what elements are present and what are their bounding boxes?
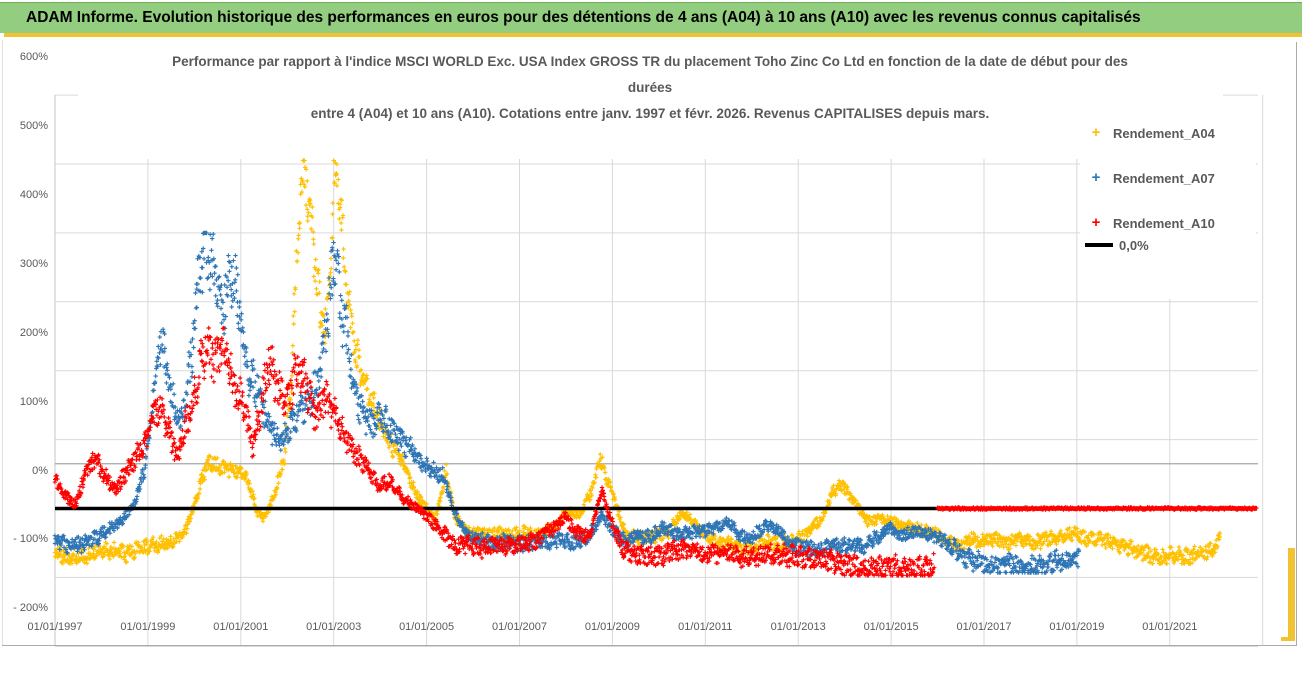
x-tick-label: 01/01/2017 <box>956 621 1012 633</box>
plus-marker-icon: + <box>1091 124 1101 141</box>
x-tick-label: 01/01/2005 <box>399 621 455 633</box>
legend-label: Rendement_A10 <box>1113 215 1215 231</box>
header-banner: ADAM Informe. Evolution historique des p… <box>0 2 1302 33</box>
zero-line-icon <box>1085 243 1113 247</box>
chart-title-line1: Performance par rapport à l'indice MSCI … <box>172 54 1128 69</box>
gold-underline-bar <box>4 33 1302 37</box>
x-tick-label: 01/01/2011 <box>678 621 733 633</box>
y-tick-label: 400% <box>19 188 48 201</box>
x-tick-label: 01/01/1999 <box>120 621 176 633</box>
legend-item-a04[interactable]: + Rendement_A04 <box>1085 124 1215 142</box>
chart-title-line2: durées <box>627 80 673 95</box>
chart-title: Performance par rapport à l'indice MSCI … <box>80 49 1220 127</box>
chart-right-border <box>1296 42 1297 645</box>
x-tick-label: 01/01/2021 <box>1142 621 1198 633</box>
x-tick-label: 01/01/2019 <box>1049 621 1105 633</box>
legend-label: Rendement_A04 <box>1113 125 1215 141</box>
x-tick-label: 01/01/2001 <box>213 621 269 633</box>
x-tick-label: 01/01/2007 <box>491 621 548 633</box>
x-tick-label: 01/01/2009 <box>584 621 640 633</box>
plus-marker-icon: + <box>1091 214 1101 231</box>
x-tick-label: 01/01/2003 <box>306 621 362 633</box>
legend-item-a10[interactable]: + Rendement_A10 <box>1085 214 1215 232</box>
y-tick-label: 500% <box>19 120 48 132</box>
y-tick-label: - 200% <box>13 602 48 615</box>
chart-bottom-border <box>2 645 1297 646</box>
x-tick-label: 01/01/2013 <box>770 621 826 633</box>
gold-corner-foot <box>1281 637 1295 641</box>
y-tick-label: 100% <box>19 395 48 408</box>
header-title: ADAM Informe. Evolution historique des p… <box>26 9 1141 26</box>
legend-item-zero[interactable]: 0,0% <box>1085 236 1149 254</box>
gold-corner-bar <box>1288 548 1295 641</box>
chart-title-line3: entre 4 (A04) et 10 ans (A10). Cotations… <box>310 106 990 121</box>
chart-left-border <box>2 40 3 645</box>
plus-marker-icon: + <box>1091 169 1101 186</box>
legend-item-a07[interactable]: + Rendement_A07 <box>1085 169 1215 187</box>
chart-area <box>0 37 1302 647</box>
y-tick-label: 200% <box>19 326 48 339</box>
y-tick-label: 600% <box>19 51 48 64</box>
y-tick-label: - 100% <box>13 533 48 546</box>
legend-label: Rendement_A07 <box>1113 170 1215 186</box>
y-tick-label: 0% <box>32 464 48 477</box>
plot-canvas <box>52 79 1264 647</box>
y-tick-label: 300% <box>19 257 48 270</box>
legend-label: 0,0% <box>1119 237 1149 253</box>
x-tick-label: 01/01/2015 <box>863 621 919 633</box>
x-tick-label: 01/01/1997 <box>27 621 83 633</box>
